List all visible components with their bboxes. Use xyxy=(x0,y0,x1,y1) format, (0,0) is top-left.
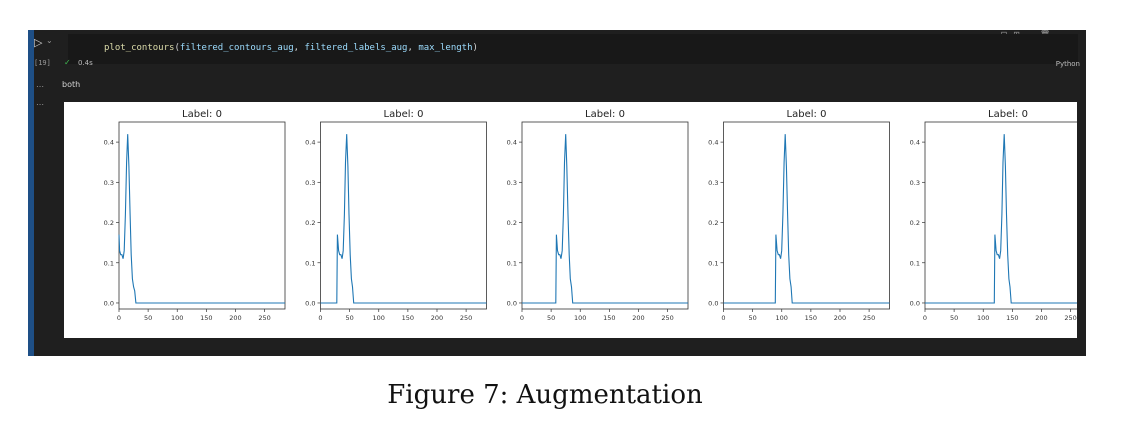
y-tick-label: 0.3 xyxy=(910,179,920,187)
y-tick-label: 0.4 xyxy=(910,139,920,147)
y-tick-label: 0.1 xyxy=(305,259,315,267)
x-tick-label: 0 xyxy=(117,314,121,322)
subplot-frame xyxy=(521,121,689,310)
arg-3: max_length xyxy=(418,43,473,53)
y-tick-label: 0.1 xyxy=(507,259,517,267)
subplot-frame xyxy=(723,121,890,310)
subplot-frame xyxy=(320,121,487,310)
chevron-down-icon[interactable]: ⌄ xyxy=(46,36,53,45)
y-tick-label: 0.0 xyxy=(910,299,920,307)
x-tick-label: 200 xyxy=(431,314,443,322)
cell-focus-bar xyxy=(28,30,34,356)
series-line xyxy=(522,134,688,304)
x-tick-label: 50 xyxy=(345,314,353,322)
function-name: plot_contours xyxy=(104,43,175,53)
subplot-title: Label: 0 xyxy=(182,109,222,120)
x-tick-label: 250 xyxy=(863,314,875,322)
series-line xyxy=(723,134,890,304)
subplot-frame xyxy=(118,121,286,310)
arg-1: filtered_contours_aug xyxy=(179,43,294,53)
y-tick-label: 0.0 xyxy=(305,299,315,307)
y-tick-label: 0.0 xyxy=(708,299,718,307)
x-tick-label: 150 xyxy=(200,314,212,322)
x-tick-label: 0 xyxy=(318,314,322,322)
y-tick-label: 0.2 xyxy=(910,219,920,227)
series-line xyxy=(118,134,285,304)
subplot-title: Label: 0 xyxy=(988,109,1028,120)
x-tick-label: 250 xyxy=(661,314,673,322)
y-tick-label: 0.4 xyxy=(104,139,114,147)
x-tick-label: 50 xyxy=(547,314,555,322)
y-tick-label: 0.2 xyxy=(104,219,114,227)
x-tick-label: 100 xyxy=(574,314,586,322)
notebook-cell: ▷ ⌄ ⊟⊞…🗑 plot_contours(filtered_contours… xyxy=(28,30,1092,356)
collapse-output-icon[interactable]: ⋯ xyxy=(36,82,44,91)
matplotlib-figure: Label: 0 0 50 100 150 200 250 0.0 0.1 0.2 0.3 0.4 La… xyxy=(104,109,1092,322)
y-tick-label: 0.3 xyxy=(305,179,315,187)
code-line: plot_contours(filtered_contours_aug, fil… xyxy=(104,43,478,53)
y-tick-label: 0.2 xyxy=(305,219,315,227)
subplot-title: Label: 0 xyxy=(384,109,424,120)
x-tick-label: 200 xyxy=(834,314,846,322)
x-tick-label: 200 xyxy=(632,314,644,322)
output-text: both xyxy=(62,80,81,89)
y-tick-label: 0.4 xyxy=(305,139,315,147)
x-tick-label: 0 xyxy=(923,314,927,322)
x-tick-label: 50 xyxy=(950,314,958,322)
x-tick-label: 100 xyxy=(373,314,385,322)
x-tick-label: 0 xyxy=(520,314,524,322)
x-tick-label: 0 xyxy=(721,314,725,322)
output-menu-icon[interactable]: ⋯ xyxy=(36,100,44,109)
x-tick-label: 250 xyxy=(258,314,270,322)
y-tick-label: 0.3 xyxy=(708,179,718,187)
x-tick-label: 150 xyxy=(1006,314,1018,322)
execution-time: 0.4s xyxy=(78,59,93,67)
figure-caption: Figure 7: Augmentation xyxy=(387,380,703,410)
success-check-icon: ✓ xyxy=(64,58,71,67)
y-tick-label: 0.4 xyxy=(708,139,718,147)
language-label[interactable]: Python xyxy=(1055,60,1080,68)
subplot-frame xyxy=(924,121,1092,310)
x-tick-label: 200 xyxy=(229,314,241,322)
x-tick-label: 150 xyxy=(603,314,615,322)
figure-output: Label: 0 0 50 100 150 200 250 0.0 0.1 0.2 0.3 0.4 La… xyxy=(64,102,1092,338)
x-tick-label: 150 xyxy=(402,314,414,322)
subplot-title: Label: 0 xyxy=(787,109,827,120)
y-tick-label: 0.3 xyxy=(104,179,114,187)
y-tick-label: 0.4 xyxy=(507,139,517,147)
y-tick-label: 0.2 xyxy=(708,219,718,227)
y-tick-label: 0.2 xyxy=(507,219,517,227)
x-tick-label: 100 xyxy=(171,314,183,322)
y-tick-label: 0.1 xyxy=(708,259,718,267)
y-tick-label: 0.0 xyxy=(104,299,114,307)
series-line xyxy=(925,134,1091,304)
run-cell-icon[interactable]: ▷ xyxy=(34,36,43,49)
x-tick-label: 250 xyxy=(460,314,472,322)
y-tick-label: 0.0 xyxy=(507,299,517,307)
subplot-title: Label: 0 xyxy=(585,109,625,120)
series-line xyxy=(320,134,487,304)
x-tick-label: 100 xyxy=(776,314,788,322)
code-editor[interactable]: plot_contours(filtered_contours_aug, fil… xyxy=(68,34,1078,64)
x-tick-label: 250 xyxy=(1064,314,1076,322)
y-tick-label: 0.1 xyxy=(910,259,920,267)
x-tick-label: 150 xyxy=(805,314,817,322)
y-tick-label: 0.1 xyxy=(104,259,114,267)
x-tick-label: 50 xyxy=(748,314,756,322)
x-tick-label: 200 xyxy=(1035,314,1047,322)
y-tick-label: 0.3 xyxy=(507,179,517,187)
x-tick-label: 50 xyxy=(144,314,152,322)
arg-2: filtered_labels_aug xyxy=(304,43,408,53)
execution-count: [19] xyxy=(34,59,51,67)
x-tick-label: 100 xyxy=(977,314,989,322)
